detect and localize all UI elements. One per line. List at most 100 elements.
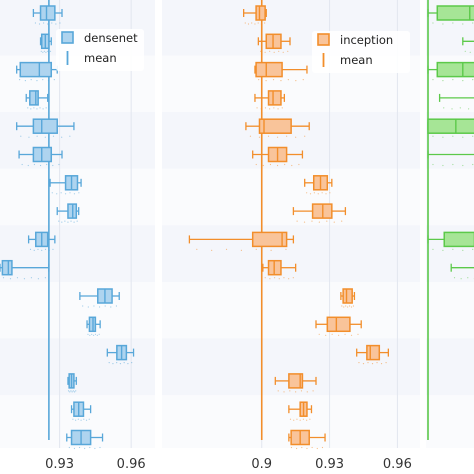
sample-dot (338, 334, 340, 336)
sample-dot (110, 306, 112, 308)
sample-dot (296, 220, 298, 222)
sample-dot (98, 333, 100, 335)
sample-dot (272, 79, 275, 81)
sample-dot (265, 80, 267, 82)
sample-dot (116, 362, 118, 364)
x-tick-label: 0.96 (383, 457, 412, 472)
box-row (427, 61, 474, 82)
box-row (66, 429, 104, 450)
sample-dot (48, 249, 50, 251)
sample-dot (264, 107, 267, 109)
iqr-box (267, 90, 282, 106)
sample-dot (318, 221, 320, 223)
sample-dot (316, 447, 318, 450)
iqr-box (366, 344, 381, 361)
sample-dot (254, 23, 256, 25)
sample-dot (9, 278, 12, 280)
sample-dot (69, 192, 71, 194)
sample-dot (443, 107, 445, 109)
box-row (427, 231, 474, 251)
sample-dot (49, 50, 52, 52)
sample-dot (99, 446, 101, 449)
legend-mean-label: mean (84, 51, 117, 65)
sample-dot (61, 221, 63, 223)
sample-dot (442, 23, 444, 25)
box-row (16, 118, 75, 138)
sample-dot (472, 248, 474, 250)
sample-dot (29, 248, 32, 250)
sample-dot (284, 163, 286, 166)
sample-dot (260, 108, 262, 110)
sample-dot (108, 362, 110, 364)
sample-dot (127, 363, 129, 365)
sample-dot (278, 50, 280, 52)
row-band (0, 281, 155, 339)
x-tick-label: 0.96 (117, 457, 146, 472)
iqr-box (29, 90, 39, 106)
box-row (356, 344, 389, 365)
iqr-box (443, 231, 474, 248)
iqr-box (326, 316, 351, 333)
sample-dot (21, 163, 23, 166)
sample-dot (302, 79, 304, 81)
sample-dot (77, 418, 79, 420)
sample-dot (87, 333, 89, 335)
sample-dot (303, 221, 306, 223)
sample-dot (28, 136, 30, 138)
sample-dot (36, 108, 38, 110)
box-row (56, 203, 80, 223)
sample-dot (75, 390, 77, 392)
sample-dot (44, 248, 47, 250)
sample-dot (69, 135, 71, 137)
box-row (254, 61, 308, 82)
sample-dot (119, 363, 122, 365)
sample-dot (333, 221, 335, 223)
sample-dot (357, 333, 359, 335)
sample-dot (59, 22, 61, 24)
sample-dot (269, 108, 271, 110)
iqr-box (1, 259, 13, 276)
sample-dot (280, 80, 282, 82)
sample-dot (464, 50, 466, 52)
sample-dot (46, 50, 49, 52)
sample-dot (276, 136, 279, 138)
sample-dot (276, 164, 279, 167)
sample-dot (302, 418, 305, 420)
sample-dot (442, 164, 444, 167)
iqr-box (436, 5, 474, 21)
sample-dot (72, 390, 74, 392)
sample-dot (273, 107, 275, 109)
sample-dot (306, 447, 308, 450)
sample-dot (462, 249, 464, 251)
sample-dot (244, 22, 246, 24)
sample-dot (112, 363, 114, 365)
sample-dot (452, 248, 454, 250)
sample-dot (24, 80, 26, 82)
sample-dot (70, 220, 72, 222)
box-row (462, 37, 474, 53)
sample-dot (468, 108, 470, 110)
sample-dot (93, 305, 95, 307)
box-row (427, 150, 474, 167)
sample-dot (92, 334, 95, 336)
sample-dot (80, 419, 82, 421)
sample-dot (278, 278, 280, 280)
sample-dot (51, 192, 53, 194)
sample-dot (76, 220, 78, 222)
panel-separator (155, 0, 162, 474)
box-row (427, 118, 474, 138)
sample-dot (472, 163, 474, 166)
sample-dot (55, 23, 57, 25)
box-row (25, 90, 49, 110)
sample-dot (311, 446, 313, 449)
sample-dot (287, 79, 289, 81)
legend-box-label: inception (340, 33, 393, 47)
sample-dot (89, 334, 91, 336)
sample-dot (16, 277, 19, 279)
sample-dot (240, 249, 242, 251)
sample-dot (306, 192, 308, 194)
legend-mean-label: mean (340, 53, 373, 67)
sample-dot (309, 193, 312, 195)
sample-dot (67, 390, 70, 392)
